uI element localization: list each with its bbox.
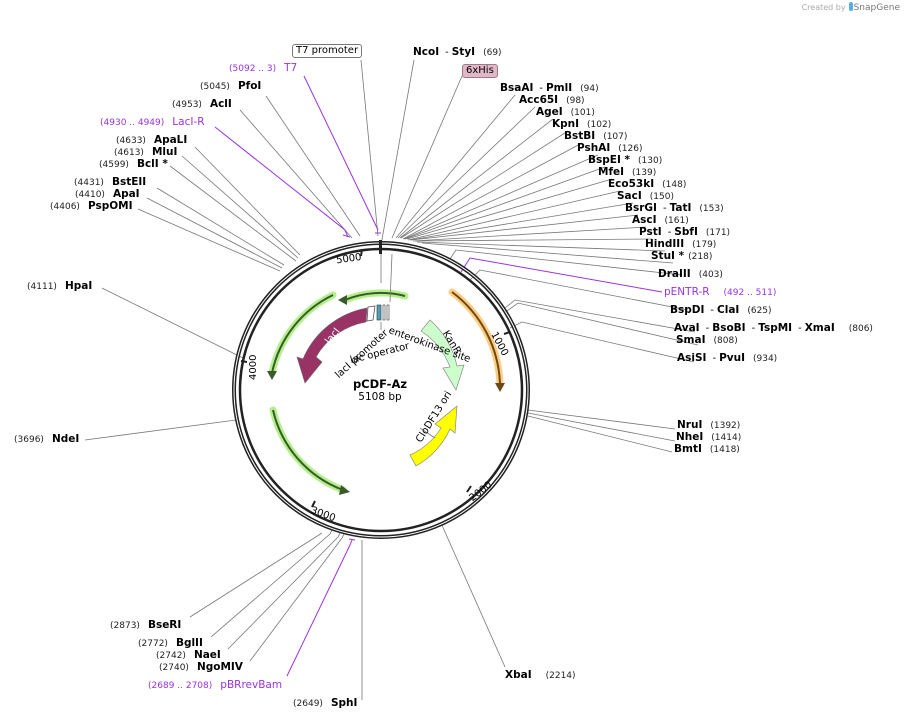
tick-marks <box>240 248 511 508</box>
site-beseri[interactable]: (2873) BseRI <box>110 619 182 631</box>
site-agei[interactable]: AgeI (101) <box>536 106 595 118</box>
tick-label-5000: 5000 <box>336 252 363 266</box>
site-ngomiv[interactable]: (2740) NgoMIV <box>159 661 243 673</box>
site-bcli[interactable]: (4599) BclI * <box>99 158 168 170</box>
site-ncoi-styi[interactable]: NcoI - StyI (69) <box>413 46 502 58</box>
site-bsteii[interactable]: (4431) BstEII <box>74 176 147 188</box>
site-bspei[interactable]: BspEI * (130) <box>588 154 663 166</box>
plasmid-length: 5108 bp <box>358 391 402 403</box>
site-bsrgi-tati[interactable]: BsrGI - TatI (153) <box>625 202 724 214</box>
site-pfoi[interactable]: (5045) PfoI <box>200 80 262 92</box>
site-draiii[interactable]: DraIII (403) <box>658 268 723 280</box>
site-leader-lines <box>380 59 699 668</box>
clodf13-ori-arrow[interactable] <box>409 405 458 467</box>
site-asisi-pvui[interactable]: AsiSI - PvuI (934) <box>677 352 778 364</box>
site-bglii[interactable]: (2772) BglII <box>138 637 203 649</box>
tick-label-4000: 4000 <box>248 355 259 380</box>
his-tag-label[interactable]: 6xHis <box>462 64 498 78</box>
site-acli[interactable]: (4953) AclI <box>172 98 232 110</box>
primer-pbrrevbam[interactable]: (2689 .. 2708) pBRrevBam <box>148 679 283 691</box>
site-pspomi[interactable]: (4406) PspOMI <box>50 200 133 212</box>
site-psti-sbfi[interactable]: PstI - SbfI (171) <box>639 226 731 238</box>
site-stui[interactable]: StuI * (218) <box>651 250 713 262</box>
site-bsaai-pmli[interactable]: BsaAI - PmlI (94) <box>500 82 599 94</box>
site-bmti[interactable]: BmtI (1418) <box>674 443 740 455</box>
site-bspdi-clai[interactable]: BspDI - ClaI (625) <box>670 304 772 316</box>
site-acc65i[interactable]: Acc65I (98) <box>519 94 585 106</box>
kanr-feature-arrow[interactable] <box>420 319 465 391</box>
origin-marker <box>379 240 382 254</box>
site-hindiii[interactable]: HindIII (179) <box>645 238 717 250</box>
site-bstbi[interactable]: BstBI (107) <box>564 130 628 142</box>
site-apai[interactable]: (4410) ApaI <box>75 188 140 200</box>
snapgene-credit: Created by SnapGene <box>802 2 900 13</box>
site-sphi[interactable]: (2649) SphI <box>293 697 358 709</box>
site-asci[interactable]: AscI (161) <box>632 214 689 226</box>
site-mfei[interactable]: MfeI (139) <box>598 166 657 178</box>
site-leader-lines-left <box>84 59 379 700</box>
small-features <box>366 253 393 330</box>
site-smai[interactable]: SmaI (808) <box>676 334 738 346</box>
site-apali[interactable]: (4633) ApaLI <box>116 134 188 146</box>
laci-feature-arrow[interactable] <box>296 307 368 384</box>
primer-t7[interactable]: (5092 .. 3) T7 <box>229 62 298 74</box>
site-hpai[interactable]: (4111) HpaI <box>27 280 93 292</box>
site-ndei[interactable]: (3696) NdeI <box>14 433 80 445</box>
credit-prefix: Created by <box>801 3 846 12</box>
site-avai-bsobi-tspmi-xmai[interactable]: AvaI - BsoBI - TspMI - XmaI (806) <box>674 322 873 334</box>
site-mlui[interactable]: (4613) MluI <box>114 146 178 158</box>
t7-promoter-label[interactable]: T7 promoter <box>292 44 363 58</box>
site-eco53ki[interactable]: Eco53kI (148) <box>608 178 687 190</box>
primer-laci-r[interactable]: (4930 .. 4949) LacI-R <box>100 116 205 128</box>
credit-brand: SnapGene <box>853 3 900 13</box>
site-nrui[interactable]: NruI (1392) <box>677 419 741 431</box>
orf-arcs <box>267 288 505 495</box>
site-nhei[interactable]: NheI (1414) <box>676 431 742 443</box>
site-saci[interactable]: SacI (150) <box>617 190 674 202</box>
snapgene-logo-icon <box>848 2 853 11</box>
site-naei[interactable]: (2742) NaeI <box>156 649 221 661</box>
site-xbai[interactable]: XbaI (2214) <box>505 669 576 681</box>
primer-pentr-r[interactable]: pENTR-R (492 .. 511) <box>664 286 777 298</box>
site-pshai[interactable]: PshAI (126) <box>577 142 643 154</box>
site-kpni[interactable]: KpnI (102) <box>552 118 612 130</box>
plasmid-name: pCDF-Az <box>352 377 408 391</box>
